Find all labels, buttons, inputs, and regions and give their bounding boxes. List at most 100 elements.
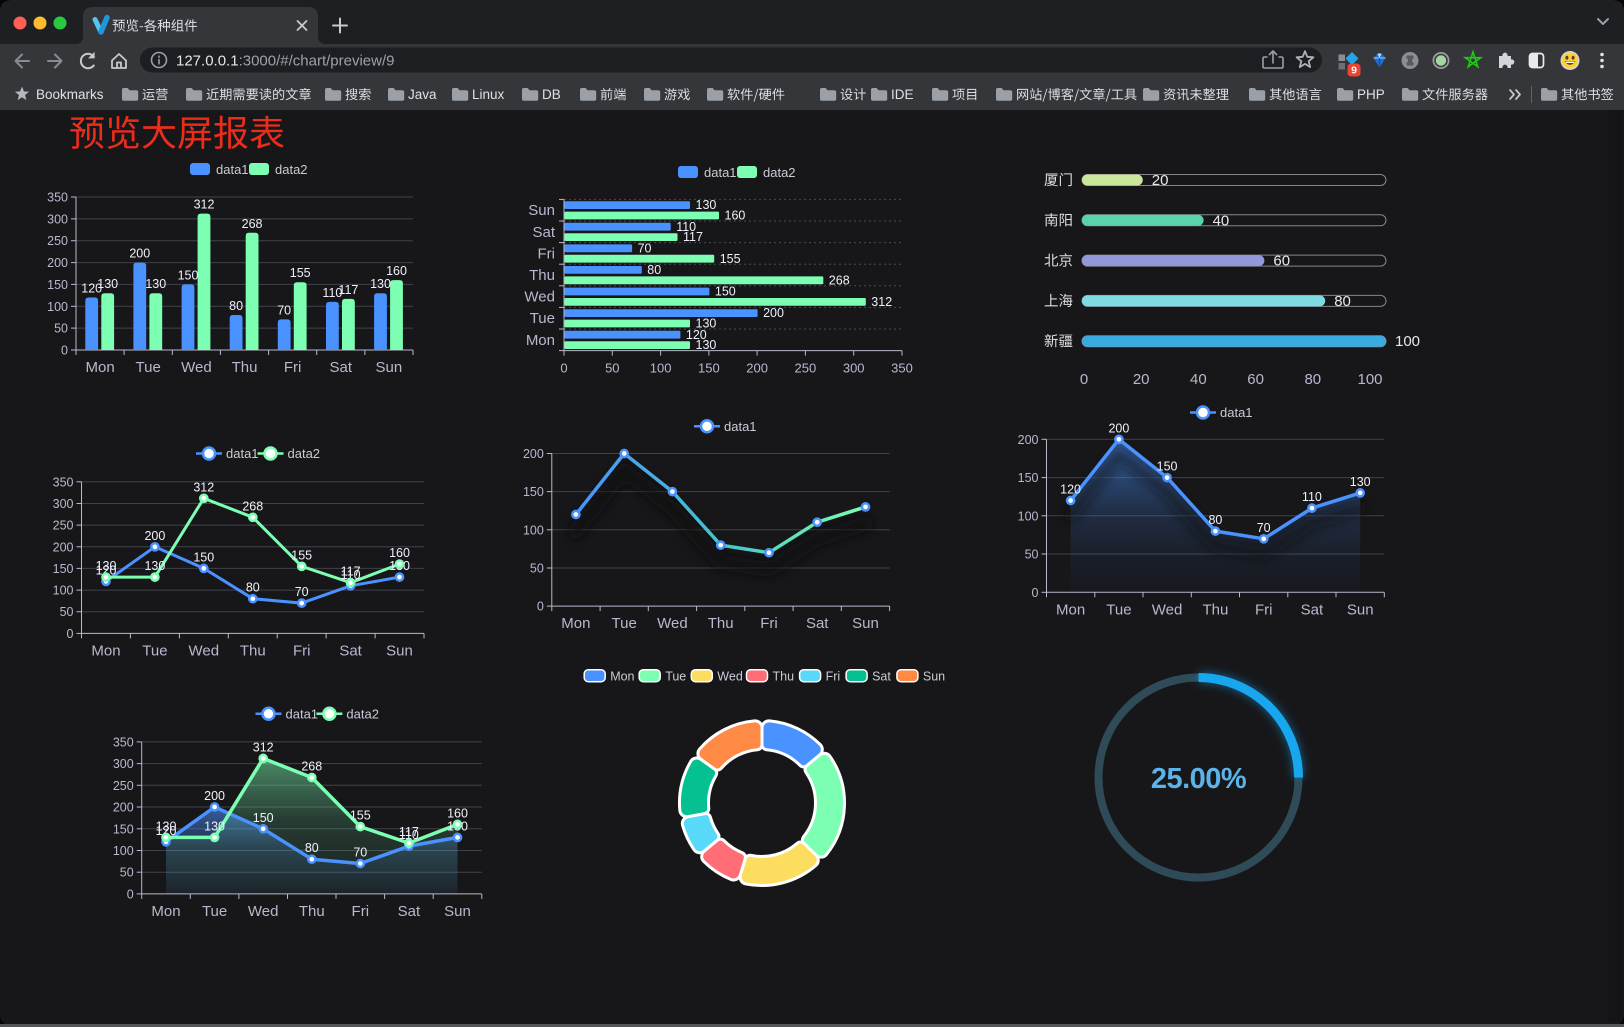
svg-text:DB: DB bbox=[542, 87, 561, 102]
svg-text:155: 155 bbox=[290, 266, 311, 280]
svg-text:120: 120 bbox=[156, 824, 177, 838]
svg-text:150: 150 bbox=[253, 811, 274, 825]
svg-text:Sun: Sun bbox=[386, 642, 413, 659]
svg-text:Wed: Wed bbox=[524, 289, 555, 306]
svg-text:50: 50 bbox=[530, 562, 544, 576]
svg-text:312: 312 bbox=[871, 295, 892, 309]
svg-text:Mon: Mon bbox=[151, 903, 180, 920]
svg-text:200: 200 bbox=[746, 361, 768, 376]
svg-text:200: 200 bbox=[1108, 421, 1129, 435]
svg-text:0: 0 bbox=[1080, 371, 1088, 388]
svg-text:Java: Java bbox=[408, 87, 437, 102]
svg-text:312: 312 bbox=[193, 480, 214, 494]
svg-text:150: 150 bbox=[193, 550, 214, 564]
svg-text:130: 130 bbox=[696, 317, 717, 331]
svg-text:130: 130 bbox=[145, 277, 166, 291]
svg-text:Wed: Wed bbox=[657, 615, 688, 632]
svg-text:100: 100 bbox=[1395, 333, 1420, 350]
svg-text:160: 160 bbox=[386, 264, 407, 278]
svg-text:20: 20 bbox=[1152, 172, 1169, 189]
svg-text:Mon: Mon bbox=[561, 615, 590, 632]
svg-text:0: 0 bbox=[1032, 586, 1039, 600]
svg-text:110: 110 bbox=[341, 568, 361, 582]
svg-text:110: 110 bbox=[1302, 490, 1322, 504]
svg-text:Sat: Sat bbox=[398, 903, 421, 920]
svg-text:Sat: Sat bbox=[806, 615, 829, 632]
svg-text:120: 120 bbox=[96, 563, 117, 577]
svg-text:268: 268 bbox=[301, 760, 322, 774]
svg-text:20: 20 bbox=[1133, 371, 1150, 388]
svg-text:Sat: Sat bbox=[872, 670, 891, 684]
svg-text:50: 50 bbox=[60, 605, 74, 619]
svg-text:Bookmarks: Bookmarks bbox=[36, 87, 104, 102]
svg-text:Sun: Sun bbox=[923, 670, 945, 684]
svg-text:80: 80 bbox=[647, 263, 661, 277]
svg-text:80: 80 bbox=[1304, 371, 1321, 388]
svg-text:data2: data2 bbox=[288, 446, 321, 461]
svg-text:150: 150 bbox=[715, 285, 736, 299]
svg-text:350: 350 bbox=[113, 735, 134, 749]
svg-text:117: 117 bbox=[338, 283, 358, 297]
svg-text:Fri: Fri bbox=[352, 903, 370, 920]
svg-text:Thu: Thu bbox=[240, 642, 266, 659]
svg-text:200: 200 bbox=[144, 529, 165, 543]
svg-text:312: 312 bbox=[253, 740, 274, 754]
svg-text:127.0.0.1:3000/#/chart/preview: 127.0.0.1:3000/#/chart/preview/9 bbox=[176, 53, 395, 70]
svg-text:Mon: Mon bbox=[86, 359, 115, 376]
svg-text:268: 268 bbox=[829, 273, 850, 287]
svg-text:350: 350 bbox=[47, 191, 68, 205]
svg-text:Wed: Wed bbox=[189, 642, 220, 659]
svg-text:300: 300 bbox=[113, 757, 134, 771]
svg-text:25.00%: 25.00% bbox=[1151, 763, 1247, 795]
svg-text:Wed: Wed bbox=[1152, 601, 1183, 618]
svg-text:80: 80 bbox=[229, 299, 243, 313]
svg-text:160: 160 bbox=[389, 546, 410, 560]
svg-text:Thu: Thu bbox=[708, 615, 734, 632]
svg-text:100: 100 bbox=[1357, 371, 1382, 388]
svg-text:50: 50 bbox=[605, 361, 619, 376]
svg-text:70: 70 bbox=[277, 303, 291, 317]
svg-text:350: 350 bbox=[53, 475, 74, 489]
svg-text:Mon: Mon bbox=[91, 642, 120, 659]
svg-text:130: 130 bbox=[696, 198, 717, 212]
svg-text:130: 130 bbox=[696, 338, 717, 352]
svg-text:Tue: Tue bbox=[142, 642, 167, 659]
svg-text:Fri: Fri bbox=[293, 642, 311, 659]
svg-text:200: 200 bbox=[113, 801, 134, 815]
svg-text:0: 0 bbox=[67, 627, 74, 641]
svg-text:Sat: Sat bbox=[330, 359, 353, 376]
svg-text:Tue: Tue bbox=[136, 359, 161, 376]
svg-text:155: 155 bbox=[350, 809, 371, 823]
svg-text:200: 200 bbox=[523, 447, 544, 461]
svg-text:Fri: Fri bbox=[1255, 601, 1273, 618]
svg-text:130: 130 bbox=[96, 559, 117, 573]
svg-text:Sun: Sun bbox=[528, 202, 555, 219]
svg-text:Sun: Sun bbox=[1347, 601, 1374, 618]
svg-text:160: 160 bbox=[725, 209, 746, 223]
svg-text:9: 9 bbox=[1351, 65, 1357, 77]
svg-text:130: 130 bbox=[204, 819, 225, 833]
svg-text:0: 0 bbox=[560, 361, 567, 376]
svg-text:Fri: Fri bbox=[760, 615, 778, 632]
svg-text:IDE: IDE bbox=[891, 87, 914, 102]
svg-text:200: 200 bbox=[204, 789, 225, 803]
svg-text:130: 130 bbox=[97, 277, 118, 291]
svg-text:250: 250 bbox=[113, 779, 134, 793]
svg-text:Linux: Linux bbox=[472, 87, 505, 102]
svg-text:120: 120 bbox=[686, 328, 707, 342]
svg-text:80: 80 bbox=[1208, 513, 1222, 527]
svg-text:Thu: Thu bbox=[232, 359, 258, 376]
svg-text:150: 150 bbox=[698, 361, 720, 376]
svg-text:40: 40 bbox=[1213, 212, 1230, 229]
svg-text:150: 150 bbox=[178, 268, 199, 282]
svg-text:120: 120 bbox=[81, 282, 102, 296]
svg-text:150: 150 bbox=[1157, 460, 1178, 474]
svg-text:Mon: Mon bbox=[1056, 601, 1085, 618]
svg-text:155: 155 bbox=[291, 548, 312, 562]
svg-text:Thu: Thu bbox=[299, 903, 325, 920]
svg-text:268: 268 bbox=[242, 499, 263, 513]
svg-text:130: 130 bbox=[156, 819, 177, 833]
svg-text:300: 300 bbox=[843, 361, 865, 376]
svg-text:Sun: Sun bbox=[376, 359, 403, 376]
svg-text:Fri: Fri bbox=[538, 245, 556, 262]
